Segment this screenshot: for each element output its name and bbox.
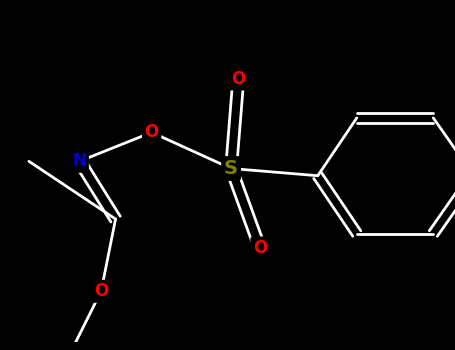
Text: O: O	[231, 70, 245, 88]
Text: O: O	[94, 282, 108, 300]
Text: O: O	[253, 239, 267, 257]
Text: N: N	[72, 152, 86, 170]
Text: S: S	[224, 159, 238, 178]
Text: O: O	[145, 124, 159, 141]
